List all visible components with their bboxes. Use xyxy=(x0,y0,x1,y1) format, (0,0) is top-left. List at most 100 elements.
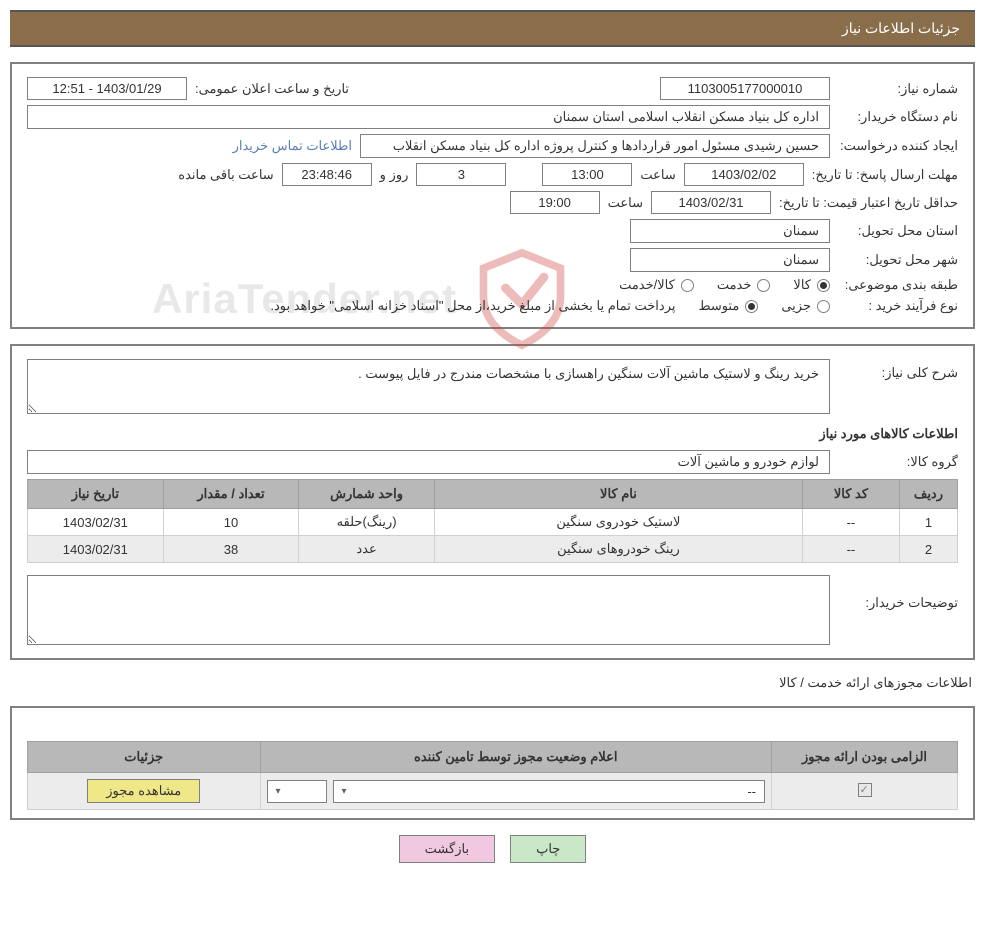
city-label: شهر محل تحویل: xyxy=(838,252,958,268)
buyer-notes-label: توضیحات خریدار: xyxy=(838,575,958,611)
deadline-label: مهلت ارسال پاسخ: تا تاریخ: xyxy=(812,167,958,183)
row-buyer: نام دستگاه خریدار: اداره کل بنیاد مسکن ا… xyxy=(27,105,958,129)
view-permit-button[interactable]: مشاهده مجوز xyxy=(87,779,200,803)
desc-label: شرح کلی نیاز: xyxy=(838,359,958,381)
goods-section-title: اطلاعات کالاهای مورد نیاز xyxy=(27,426,958,442)
radio-label-goods-service: کالا/خدمت xyxy=(619,277,675,293)
need-details-container: شرح کلی نیاز: خرید رینگ و لاستیک ماشین آ… xyxy=(10,344,975,660)
radio-goods-service[interactable]: کالا/خدمت xyxy=(619,277,694,293)
announce-label: تاریخ و ساعت اعلان عمومی: xyxy=(195,81,349,97)
radio-minor[interactable]: جزیی xyxy=(781,298,830,314)
permits-container: الزامی بودن ارائه مجوز اعلام وضعیت مجوز … xyxy=(10,706,975,820)
permit-details-cell: مشاهده مجوز xyxy=(28,773,261,810)
permit-row: -- ▾ ▾ مشاهده مجوز xyxy=(28,773,958,810)
th-unit: واحد شمارش xyxy=(299,480,435,509)
radio-label-minor: جزیی xyxy=(781,298,811,314)
radio-label-service: خدمت xyxy=(717,277,752,293)
table-row: 2--رینگ خودروهای سنگینعدد381403/02/31 xyxy=(28,536,958,563)
countdown: 23:48:46 xyxy=(282,163,372,186)
action-buttons: چاپ بازگشت xyxy=(10,835,975,863)
permits-section-label: اطلاعات مجوزهای ارائه خدمت / کالا xyxy=(10,675,972,691)
group-label: گروه کالا: xyxy=(838,454,958,470)
desc-text: خرید رینگ و لاستیک ماشین آلات سنگین راهس… xyxy=(358,366,819,381)
main-form-container: AriaTender.net شماره نیاز: 1103005177000… xyxy=(10,62,975,329)
radio-icon xyxy=(757,279,770,292)
th-details: جزئیات xyxy=(28,742,261,773)
table-cell: -- xyxy=(803,509,900,536)
row-buyer-notes: توضیحات خریدار: xyxy=(27,575,958,645)
row-group: گروه کالا: لوازم خودرو و ماشین آلات xyxy=(27,450,958,474)
province-label: استان محل تحویل: xyxy=(838,223,958,239)
chevron-down-icon: ▾ xyxy=(276,786,281,797)
days-value: 3 xyxy=(416,163,506,186)
row-validity: حداقل تاریخ اعتبار قیمت: تا تاریخ: 1403/… xyxy=(27,191,958,214)
table-cell: 38 xyxy=(163,536,299,563)
select-value: -- xyxy=(747,784,756,799)
announce-value: 1403/01/29 - 12:51 xyxy=(27,77,187,100)
th-name: نام کالا xyxy=(434,480,802,509)
validity-date: 1403/02/31 xyxy=(651,191,771,214)
radio-label-medium: متوسط xyxy=(698,298,739,314)
row-city: شهر محل تحویل: سمنان xyxy=(27,248,958,272)
th-status: اعلام وضعیت مجوز توسط تامین کننده xyxy=(260,742,772,773)
radio-service[interactable]: خدمت xyxy=(717,277,771,293)
radio-medium[interactable]: متوسط xyxy=(698,298,758,314)
table-cell: 2 xyxy=(899,536,957,563)
row-deadline: مهلت ارسال پاسخ: تا تاریخ: 1403/02/02 سا… xyxy=(27,163,958,186)
time-label-2: ساعت xyxy=(608,195,643,211)
back-button[interactable]: بازگشت xyxy=(399,835,495,863)
status-select-1[interactable]: -- ▾ xyxy=(333,780,766,803)
province-value: سمنان xyxy=(630,219,830,243)
desc-textarea[interactable]: خرید رینگ و لاستیک ماشین آلات سنگین راهس… xyxy=(27,359,830,414)
status-select-2[interactable]: ▾ xyxy=(267,780,327,803)
row-category: طبقه بندی موضوعی: کالا خدمت کالا/خدمت xyxy=(27,277,958,293)
validity-label: حداقل تاریخ اعتبار قیمت: تا تاریخ: xyxy=(779,195,958,211)
days-and: روز و xyxy=(380,167,409,183)
chevron-down-icon: ▾ xyxy=(342,786,347,797)
category-label: طبقه بندی موضوعی: xyxy=(838,277,958,293)
radio-icon xyxy=(817,279,830,292)
table-cell: لاستیک خودروی سنگین xyxy=(434,509,802,536)
requester-label: ایجاد کننده درخواست: xyxy=(838,138,958,154)
th-mandatory: الزامی بودن ارائه مجوز xyxy=(772,742,958,773)
time-label-1: ساعت xyxy=(640,167,675,183)
radio-icon xyxy=(745,300,758,313)
buyer-notes-textarea[interactable] xyxy=(27,575,830,645)
table-header-row: ردیف کد کالا نام کالا واحد شمارش تعداد /… xyxy=(28,480,958,509)
permits-table: الزامی بودن ارائه مجوز اعلام وضعیت مجوز … xyxy=(27,741,958,810)
table-cell: 1403/02/31 xyxy=(28,536,164,563)
table-cell: -- xyxy=(803,536,900,563)
table-row: 1--لاستیک خودروی سنگین(رینگ)حلقه101403/0… xyxy=(28,509,958,536)
goods-table: ردیف کد کالا نام کالا واحد شمارش تعداد /… xyxy=(27,479,958,563)
radio-icon xyxy=(681,279,694,292)
remaining-label: ساعت باقی مانده xyxy=(178,167,273,183)
need-number-label: شماره نیاز: xyxy=(838,81,958,97)
radio-goods[interactable]: کالا xyxy=(793,277,830,293)
deadline-time: 13:00 xyxy=(542,163,632,186)
need-number-value: 1103005177000010 xyxy=(660,77,830,100)
row-province: استان محل تحویل: سمنان xyxy=(27,219,958,243)
th-row: ردیف xyxy=(899,480,957,509)
table-cell: 1403/02/31 xyxy=(28,509,164,536)
row-requester: ایجاد کننده درخواست: حسین رشیدی مسئول ام… xyxy=(27,134,958,158)
buyer-label: نام دستگاه خریدار: xyxy=(838,109,958,125)
contact-link[interactable]: اطلاعات تماس خریدار xyxy=(233,138,352,154)
th-code: کد کالا xyxy=(803,480,900,509)
row-need-number: شماره نیاز: 1103005177000010 تاریخ و ساع… xyxy=(27,77,958,100)
table-cell: رینگ خودروهای سنگین xyxy=(434,536,802,563)
table-cell: 10 xyxy=(163,509,299,536)
requester-value: حسین رشیدی مسئول امور قراردادها و کنترل … xyxy=(360,134,830,158)
table-cell: (رینگ)حلقه xyxy=(299,509,435,536)
radio-label-goods: کالا xyxy=(793,277,811,293)
row-desc: شرح کلی نیاز: خرید رینگ و لاستیک ماشین آ… xyxy=(27,359,958,414)
page-title: جزئیات اطلاعات نیاز xyxy=(842,20,960,36)
th-date: تاریخ نیاز xyxy=(28,480,164,509)
table-cell: عدد xyxy=(299,536,435,563)
row-process: نوع فرآیند خرید : جزیی متوسط پرداخت تمام… xyxy=(27,298,958,314)
city-value: سمنان xyxy=(630,248,830,272)
print-button[interactable]: چاپ xyxy=(510,835,586,863)
deadline-date: 1403/02/02 xyxy=(684,163,804,186)
radio-icon xyxy=(817,300,830,313)
page-header: جزئیات اطلاعات نیاز xyxy=(10,10,975,47)
group-value: لوازم خودرو و ماشین آلات xyxy=(27,450,830,474)
